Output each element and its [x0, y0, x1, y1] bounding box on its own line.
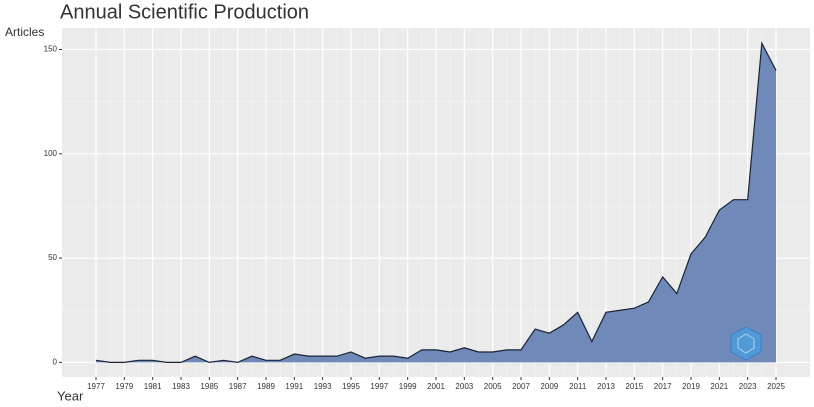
x-tick-label: 2019 — [682, 382, 700, 391]
y-axis-label: Articles — [5, 25, 44, 39]
y-tick-label: 150 — [44, 45, 58, 54]
x-tick-label: 1995 — [342, 382, 360, 391]
x-tick-label: 1993 — [314, 382, 332, 391]
x-tick-label: 1979 — [115, 382, 133, 391]
x-tick-label: 1997 — [370, 382, 388, 391]
x-axis-label: Year — [57, 388, 84, 403]
watermark-logo — [730, 326, 762, 361]
x-tick-label: 1999 — [399, 382, 417, 391]
x-tick-label: 2025 — [767, 382, 785, 391]
y-tick-label: 50 — [48, 253, 57, 262]
x-tick-label: 1983 — [172, 382, 190, 391]
x-tick-label: 2001 — [427, 382, 445, 391]
x-tick-label: 2005 — [484, 382, 502, 391]
x-tick-label: 1985 — [200, 382, 218, 391]
x-tick-label: 2015 — [625, 382, 643, 391]
x-tick-label: 1989 — [257, 382, 275, 391]
area — [96, 43, 776, 363]
x-tick-label: 2003 — [455, 382, 473, 391]
y-tick-label: 100 — [44, 149, 58, 158]
x-tick-label: 2007 — [512, 382, 530, 391]
x-tick-label: 1981 — [144, 382, 162, 391]
x-tick-label: 2011 — [569, 382, 587, 391]
line — [95, 41, 777, 364]
x-tick-label: 2021 — [710, 382, 728, 391]
x-tick-label: 2013 — [597, 382, 615, 391]
x-tick-label: 1977 — [87, 382, 105, 391]
chart-title: Annual Scientific Production — [60, 1, 309, 23]
x-tick-label: 1987 — [229, 382, 247, 391]
x-tick-label: 2009 — [540, 382, 558, 391]
x-tick-label: 2023 — [739, 382, 757, 391]
y-tick-label: 0 — [53, 358, 58, 367]
x-tick-label: 1991 — [285, 382, 303, 391]
x-tick-label: 2017 — [654, 382, 672, 391]
